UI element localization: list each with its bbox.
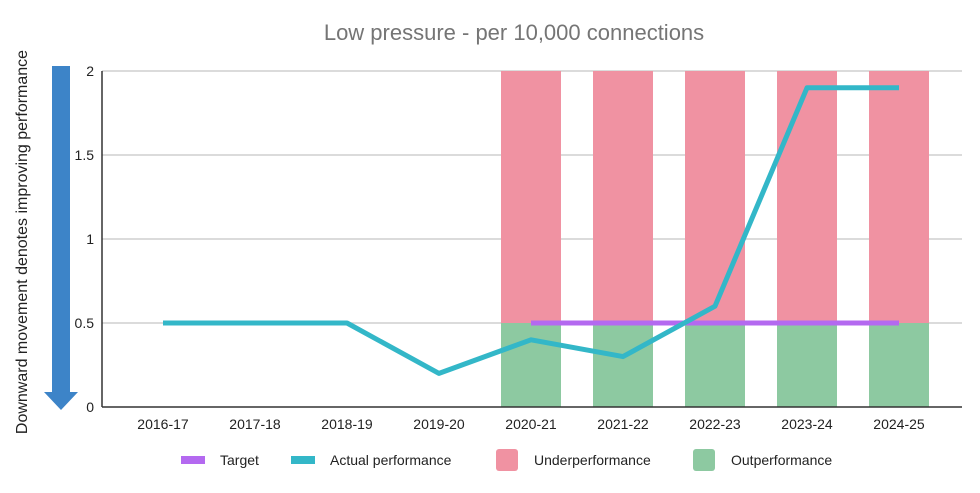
legend-label-target: Target: [220, 452, 259, 468]
y-tick-label: 1: [86, 231, 94, 247]
legend: Target Actual performance Underperformance…: [181, 449, 832, 471]
outperformance-bar: [777, 323, 837, 407]
side-note-label: Downward movement denotes improving perf…: [14, 50, 31, 434]
legend-label-outperformance: Outperformance: [731, 452, 832, 468]
y-tick-label: 2: [86, 63, 94, 79]
x-tick-label: 2017-18: [229, 416, 281, 432]
legend-swatch-target: [181, 456, 205, 464]
x-tick-label: 2020-21: [505, 416, 557, 432]
series-lines: [163, 85, 899, 376]
y-tick-label: 0: [86, 399, 94, 415]
chart-title: Low pressure - per 10,000 connections: [324, 20, 704, 45]
legend-label-underperformance: Underperformance: [534, 452, 651, 468]
legend-label-actual-performance: Actual performance: [330, 452, 452, 468]
x-tick-label: 2019-20: [413, 416, 465, 432]
underperformance-bar: [777, 71, 837, 323]
bars: [501, 71, 929, 407]
x-tick-label: 2016-17: [137, 416, 189, 432]
outperformance-bar: [685, 323, 745, 407]
x-tick-label: 2018-19: [321, 416, 373, 432]
x-tick-label: 2022-23: [689, 416, 741, 432]
down-arrow-icon: [44, 66, 78, 410]
x-tick-label: 2024-25: [873, 416, 925, 432]
axes: 0 0.5 1 1.5 2 2016-17 2017-18 2018-19 2019-20 202…: [75, 63, 962, 432]
legend-swatch-underperformance: [496, 449, 518, 471]
underperformance-bar: [501, 71, 561, 323]
underperformance-bar: [869, 71, 929, 323]
side-note: Downward movement denotes improving perf…: [14, 50, 78, 434]
legend-swatch-outperformance: [693, 449, 715, 471]
x-tick-label: 2023-24: [781, 416, 833, 432]
outperformance-bar: [501, 323, 561, 407]
underperformance-bar: [685, 71, 745, 323]
actual-performance-line: [163, 85, 899, 376]
y-tick-label: 1.5: [75, 147, 95, 163]
outperformance-bar: [869, 323, 929, 407]
outperformance-bar: [593, 323, 653, 407]
y-tick-label: 0.5: [75, 315, 95, 331]
legend-swatch-actual-performance: [291, 456, 315, 464]
x-tick-label: 2021-22: [597, 416, 649, 432]
underperformance-bar: [593, 71, 653, 323]
